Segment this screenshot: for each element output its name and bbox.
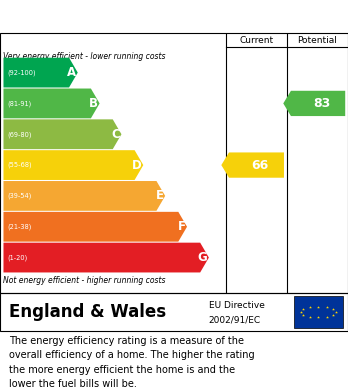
Text: lower the fuel bills will be.: lower the fuel bills will be. — [9, 379, 136, 389]
Text: D: D — [132, 159, 142, 172]
Text: (21-38): (21-38) — [8, 224, 32, 230]
Text: Energy Efficiency Rating: Energy Efficiency Rating — [9, 9, 211, 24]
Text: overall efficiency of a home. The higher the rating: overall efficiency of a home. The higher… — [9, 350, 254, 360]
Text: (81-91): (81-91) — [8, 100, 32, 107]
Text: Not energy efficient - higher running costs: Not energy efficient - higher running co… — [3, 276, 166, 285]
Text: EU Directive: EU Directive — [209, 301, 265, 310]
Polygon shape — [3, 150, 143, 180]
Polygon shape — [3, 88, 100, 118]
Text: F: F — [177, 220, 185, 233]
Text: England & Wales: England & Wales — [9, 303, 166, 321]
Text: (1-20): (1-20) — [8, 254, 28, 261]
Text: (92-100): (92-100) — [8, 69, 36, 76]
Text: the more energy efficient the home is and the: the more energy efficient the home is an… — [9, 364, 235, 375]
Polygon shape — [283, 91, 345, 116]
Polygon shape — [3, 212, 187, 242]
Text: Potential: Potential — [298, 36, 337, 45]
Polygon shape — [3, 243, 209, 273]
Text: The energy efficiency rating is a measure of the: The energy efficiency rating is a measur… — [9, 336, 244, 346]
Text: (39-54): (39-54) — [8, 193, 32, 199]
Text: E: E — [156, 189, 164, 203]
Bar — [294, 296, 343, 328]
Text: A: A — [67, 66, 76, 79]
Text: 2002/91/EC: 2002/91/EC — [209, 315, 261, 324]
Text: G: G — [198, 251, 207, 264]
Text: 66: 66 — [251, 159, 269, 172]
Polygon shape — [3, 181, 165, 211]
Polygon shape — [3, 58, 78, 88]
Text: (69-80): (69-80) — [8, 131, 32, 138]
Text: C: C — [111, 128, 120, 141]
Polygon shape — [3, 119, 121, 149]
Polygon shape — [221, 152, 284, 178]
Text: (55-68): (55-68) — [8, 162, 32, 169]
Text: B: B — [89, 97, 98, 110]
Text: Very energy efficient - lower running costs: Very energy efficient - lower running co… — [3, 52, 166, 61]
Text: 83: 83 — [313, 97, 330, 110]
Text: Current: Current — [239, 36, 273, 45]
